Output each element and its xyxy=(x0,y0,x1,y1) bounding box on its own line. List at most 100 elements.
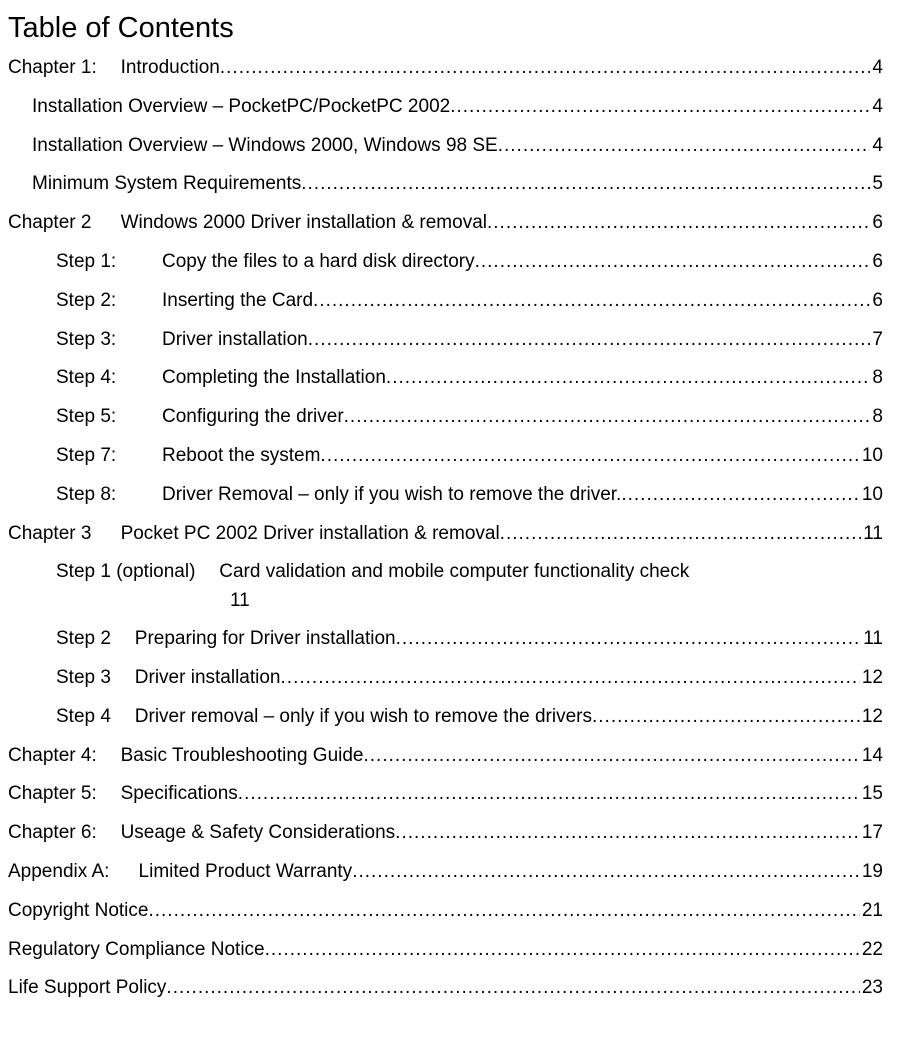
toc-entry-text: Specifications xyxy=(121,783,238,806)
toc-entry-page: 19 xyxy=(860,861,883,884)
toc-entry-label: Step 2: xyxy=(56,290,162,313)
toc-entry[interactable]: Life Support Policy 23 xyxy=(8,977,883,1000)
toc-leader xyxy=(396,628,862,651)
toc-leader xyxy=(386,367,871,390)
toc-entry[interactable]: Installation Overview – Windows 2000, Wi… xyxy=(8,135,883,158)
toc-entry[interactable]: Appendix A: Limited Product Warranty 19 xyxy=(8,861,883,884)
toc-entry-text: Driver removal – only if you wish to rem… xyxy=(135,706,592,729)
toc-entry[interactable]: Chapter 1: Introduction 4 xyxy=(8,57,883,80)
toc-entry[interactable]: Step 3:Driver installation 7 xyxy=(8,329,883,352)
toc-entry-page: 7 xyxy=(870,329,883,352)
toc-entry-text: Configuring the driver xyxy=(162,406,344,429)
toc-entry-text: Reboot the system xyxy=(162,445,320,468)
toc-entry-text: Pocket PC 2002 Driver installation & rem… xyxy=(121,523,500,546)
toc-entry-page: 23 xyxy=(860,977,883,1000)
toc-entry-label: Step 2 xyxy=(56,628,135,651)
toc-entry-page: 10 xyxy=(860,484,883,507)
toc-leader xyxy=(301,173,870,196)
toc-entry-page: 4 xyxy=(870,57,883,80)
toc-entry-label: Step 7: xyxy=(56,445,162,468)
toc-entry[interactable]: Step 2:Inserting the Card 6 xyxy=(8,290,883,313)
toc-entry-page: 17 xyxy=(860,822,883,845)
toc-entry[interactable]: Step 1 (optional) Card validation and mo… xyxy=(8,561,883,584)
toc-entry-text: Preparing for Driver installation xyxy=(135,628,396,651)
toc-leader xyxy=(395,822,860,845)
toc-container: Chapter 1: Introduction 4 Installation Ove… xyxy=(8,57,883,1000)
toc-entry-text: Completing the Installation xyxy=(162,367,386,390)
toc-entry-text: Copyright Notice xyxy=(8,900,148,923)
toc-entry-label: Step 1 (optional) xyxy=(56,561,219,584)
toc-leader xyxy=(166,977,859,1000)
toc-entry-text: Installation Overview – PocketPC/PocketP… xyxy=(32,96,450,119)
toc-entry-label: Step 3: xyxy=(56,329,162,352)
toc-entry-page: 5 xyxy=(870,173,883,196)
toc-entry[interactable]: Chapter 4: Basic Troubleshooting Guide 1… xyxy=(8,745,883,768)
toc-entry-page: 21 xyxy=(860,900,883,923)
toc-entry[interactable]: Chapter 6: Useage & Safety Consideration… xyxy=(8,822,883,845)
toc-entry[interactable]: Step 1:Copy the files to a hard disk dir… xyxy=(8,251,883,274)
toc-leader xyxy=(313,290,870,313)
toc-leader xyxy=(621,484,860,507)
toc-entry[interactable]: Chapter 2 Windows 2000 Driver installati… xyxy=(8,212,883,235)
toc-leader xyxy=(592,706,860,729)
toc-entry-page: 4 xyxy=(870,96,883,119)
toc-leader xyxy=(281,667,860,690)
toc-leader xyxy=(220,57,871,80)
toc-leader xyxy=(500,523,862,546)
toc-entry-label: Appendix A: xyxy=(8,861,139,884)
toc-entry-page: 22 xyxy=(860,939,883,962)
toc-entry-text: Regulatory Compliance Notice xyxy=(8,939,265,962)
toc-entry-text: Minimum System Requirements xyxy=(32,173,301,196)
toc-entry-label: Chapter 3 xyxy=(8,523,121,546)
toc-entry-page: 10 xyxy=(860,445,883,468)
toc-entry-text: Limited Product Warranty xyxy=(139,861,353,884)
toc-entry-page: 4 xyxy=(870,135,883,158)
toc-leader xyxy=(364,745,860,768)
toc-entry-continuation: 11 xyxy=(8,590,883,612)
toc-leader xyxy=(308,329,871,352)
toc-entry-page: 6 xyxy=(870,212,883,235)
toc-entry-text: Installation Overview – Windows 2000, Wi… xyxy=(32,135,498,158)
toc-leader xyxy=(352,861,860,884)
toc-entry[interactable]: Step 2 Preparing for Driver installation… xyxy=(8,628,883,651)
toc-entry-label: Step 5: xyxy=(56,406,162,429)
toc-entry[interactable]: Step 3 Driver installation 12 xyxy=(8,667,883,690)
toc-entry-text: Driver installation xyxy=(162,329,308,352)
toc-entry-text: Introduction xyxy=(121,57,220,80)
toc-entry[interactable]: Step 4:Completing the Installation 8 xyxy=(8,367,883,390)
toc-leader xyxy=(238,783,860,806)
toc-entry-label: Step 4: xyxy=(56,367,162,390)
toc-entry-text: Windows 2000 Driver installation & remov… xyxy=(121,212,487,235)
toc-entry-text: Driver installation xyxy=(135,667,281,690)
toc-entry-label: Chapter 1: xyxy=(8,57,121,80)
toc-entry-text: Inserting the Card xyxy=(162,290,313,313)
toc-entry[interactable]: Chapter 5: Specifications 15 xyxy=(8,783,883,806)
toc-entry-label: Step 8: xyxy=(56,484,162,507)
toc-entry[interactable]: Step 8:Driver Removal – only if you wish… xyxy=(8,484,883,507)
toc-entry-label: Chapter 6: xyxy=(8,822,121,845)
toc-entry[interactable]: Copyright Notice 21 xyxy=(8,900,883,923)
toc-entry[interactable]: Minimum System Requirements 5 xyxy=(8,173,883,196)
toc-entry-text: Life Support Policy xyxy=(8,977,166,1000)
toc-entry-text: Card validation and mobile computer func… xyxy=(219,561,689,584)
toc-leader xyxy=(475,251,871,274)
toc-leader xyxy=(265,939,860,962)
toc-entry-text: Useage & Safety Considerations xyxy=(121,822,396,845)
toc-title: Table of Contents xyxy=(8,12,883,45)
toc-leader xyxy=(320,445,859,468)
toc-entry[interactable]: Regulatory Compliance Notice 22 xyxy=(8,939,883,962)
toc-entry-page: 15 xyxy=(860,783,883,806)
toc-entry[interactable]: Chapter 3 Pocket PC 2002 Driver installa… xyxy=(8,523,883,546)
toc-entry[interactable]: Installation Overview – PocketPC/PocketP… xyxy=(8,96,883,119)
toc-entry-page: 11 xyxy=(861,523,883,546)
toc-leader xyxy=(450,96,870,119)
toc-entry-label: Chapter 4: xyxy=(8,745,121,768)
toc-leader xyxy=(344,406,871,429)
toc-entry[interactable]: Step 7:Reboot the system 10 xyxy=(8,445,883,468)
toc-entry-text: Driver Removal – only if you wish to rem… xyxy=(162,484,621,507)
toc-entry-page: 8 xyxy=(870,367,883,390)
toc-entry[interactable]: Step 5:Configuring the driver8 xyxy=(8,406,883,429)
toc-entry[interactable]: Step 4 Driver removal – only if you wish… xyxy=(8,706,883,729)
toc-entry-page: 6 xyxy=(870,251,883,274)
toc-entry-label: Chapter 5: xyxy=(8,783,121,806)
